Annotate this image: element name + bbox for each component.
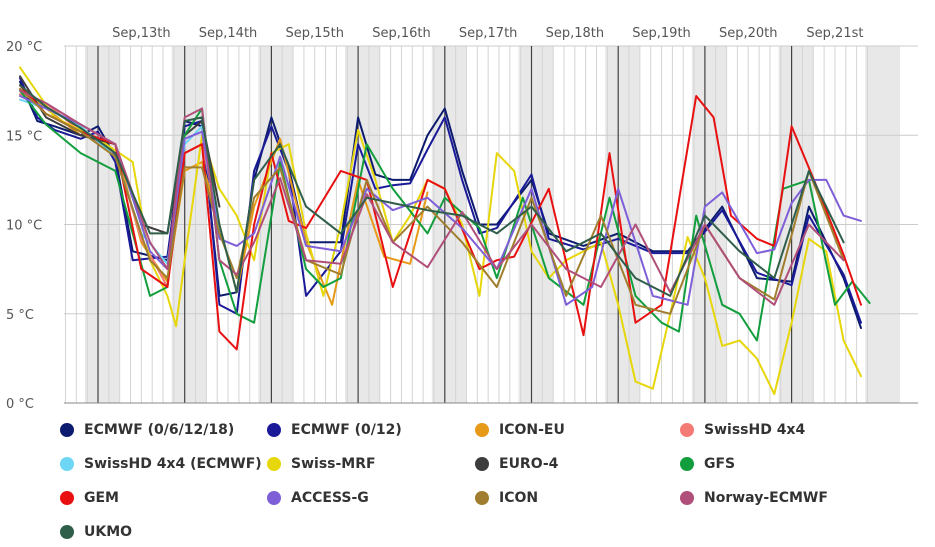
series-line-gfs — [19, 89, 871, 342]
legend-swatch — [267, 491, 281, 505]
legend-swatch — [680, 457, 694, 471]
series-line-ukmo — [19, 84, 845, 297]
legend-label: ECMWF (0/12) — [291, 422, 402, 438]
legend-label: GEM — [84, 490, 119, 506]
legend-label: Norway-ECMWF — [704, 490, 828, 506]
legend-swatch — [680, 491, 694, 505]
legend-item[interactable]: UKMO — [60, 520, 132, 544]
legend-swatch — [475, 491, 489, 505]
y-tick-label: 0 °C — [6, 397, 34, 410]
legend-item[interactable]: ICON — [475, 486, 538, 510]
series-line-gem — [19, 84, 862, 351]
x-tick-label: Sep,15th — [285, 26, 344, 41]
legend-item[interactable]: GFS — [680, 452, 735, 476]
series-line-swiss-mrf — [19, 66, 862, 396]
x-tick-label: Sep,18th — [546, 26, 605, 41]
legend-item[interactable]: ICON-EU — [475, 418, 565, 442]
legend-swatch — [60, 525, 74, 539]
legend-label: Swiss-MRF — [291, 456, 376, 472]
legend-label: ECMWF (0/6/12/18) — [84, 422, 235, 438]
legend-swatch — [680, 423, 694, 437]
legend-item[interactable]: GEM — [60, 486, 119, 510]
legend-item[interactable]: Swiss-MRF — [267, 452, 376, 476]
x-axis: Sep,13th Sep,14th Sep,15th Sep,16th Sep,17th… — [112, 26, 863, 41]
legend-item[interactable]: SwissHD 4x4 — [680, 418, 805, 442]
y-tick-label: 5 °C — [6, 308, 34, 323]
legend-item[interactable]: ECMWF (0/12) — [267, 418, 402, 442]
legend-swatch — [475, 457, 489, 471]
legend-item[interactable]: ECMWF (0/6/12/18) — [60, 418, 234, 442]
x-tick-label: Sep,21st — [806, 26, 863, 41]
legend-label: SwissHD 4x4 (ECMWF) — [84, 456, 262, 472]
legend-swatch — [60, 457, 74, 471]
legend-swatch — [60, 491, 74, 505]
legend-label: GFS — [704, 456, 736, 472]
x-tick-label: Sep,19th — [632, 26, 691, 41]
x-tick-label: Sep,17th — [459, 26, 518, 41]
legend-item[interactable]: ACCESS-G — [267, 486, 369, 510]
y-tick-label: 10 °C — [6, 219, 42, 234]
legend-swatch — [267, 457, 281, 471]
plot-lines — [19, 66, 871, 396]
y-axis: 0 °C 5 °C 10 °C 15 °C 20 °C — [6, 40, 42, 410]
legend-label: ICON — [499, 490, 539, 506]
legend-label: EURO-4 — [499, 456, 559, 472]
y-tick-label: 15 °C — [6, 129, 42, 144]
legend-label: SwissHD 4x4 — [704, 422, 806, 438]
series-line-icon — [19, 87, 845, 315]
y-tick-label: 20 °C — [6, 40, 42, 55]
x-tick-label: Sep,14th — [199, 26, 258, 41]
legend-item[interactable]: Norway-ECMWF — [680, 486, 828, 510]
temperature-chart: 0 °C 5 °C 10 °C 15 °C 20 °C Sep,13th Sep,14th… — [6, 26, 918, 410]
legend-label: ACCESS-G — [291, 490, 369, 506]
legend-swatch — [60, 423, 74, 437]
x-tick-label: Sep,20th — [719, 26, 778, 41]
legend-swatch — [475, 423, 489, 437]
legend-item[interactable]: EURO-4 — [475, 452, 558, 476]
legend-item[interactable]: SwissHD 4x4 (ECMWF) — [60, 452, 262, 476]
legend-label: UKMO — [84, 524, 133, 540]
legend-swatch — [267, 423, 281, 437]
legend-label: ICON-EU — [499, 422, 565, 438]
x-tick-label: Sep,16th — [372, 26, 431, 41]
x-tick-label: Sep,13th — [112, 26, 171, 41]
